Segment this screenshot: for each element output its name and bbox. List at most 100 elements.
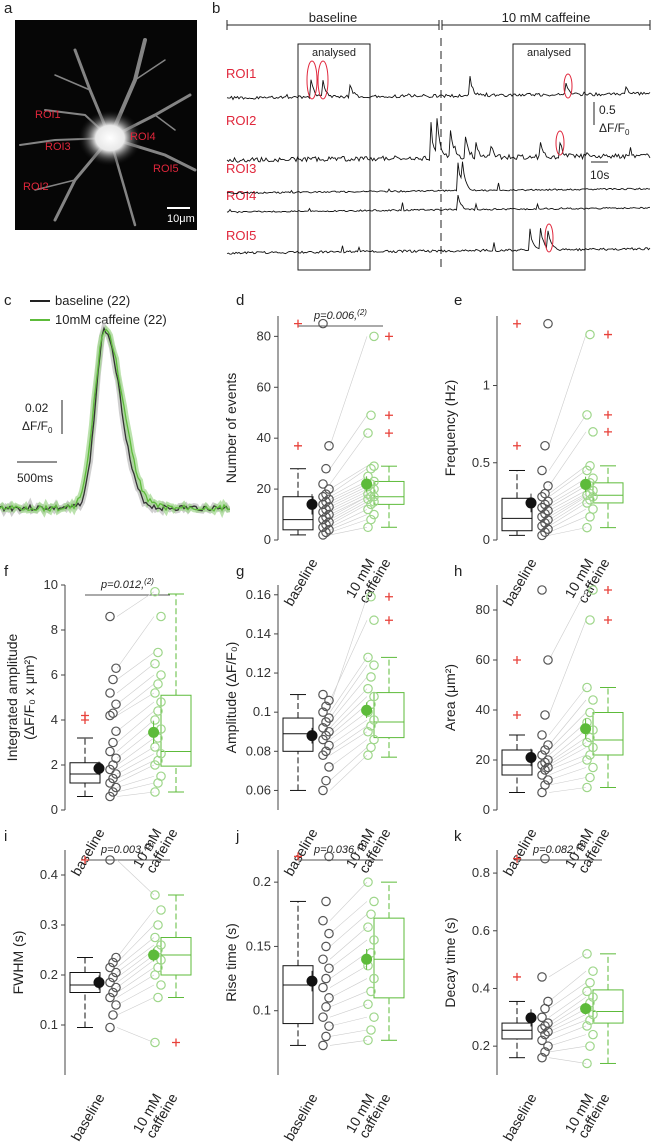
caffeine-data-point — [585, 615, 595, 625]
baseline-data-point — [543, 996, 553, 1007]
caffeine-data-point — [366, 463, 376, 474]
pairing-line — [116, 737, 155, 766]
pairing-line — [329, 657, 368, 713]
baseline-mean-marker — [93, 977, 105, 988]
caffeine-box — [373, 917, 405, 999]
pairing-line — [116, 944, 155, 973]
pairing-line — [548, 1014, 587, 1033]
baseline-data-point — [318, 982, 328, 993]
baseline-mean-marker — [525, 497, 537, 509]
baseline-data-point — [537, 585, 547, 595]
pairing-line — [116, 663, 155, 694]
baseline-data-point — [537, 530, 547, 541]
pairing-line — [329, 519, 368, 533]
baseline-data-point — [540, 780, 550, 790]
baseline-data-point — [321, 504, 331, 515]
baseline-data-point — [105, 962, 115, 973]
pairing-line — [548, 496, 587, 521]
pairing-line — [548, 787, 587, 793]
pairing-line — [329, 486, 368, 505]
baseline-data-point — [111, 967, 121, 978]
event-marker — [555, 130, 565, 156]
baseline-data-point — [321, 527, 331, 538]
y-tick-label: 0.08 — [246, 743, 271, 758]
baseline-data-point — [537, 730, 547, 740]
pairing-line — [329, 1039, 368, 1046]
caffeine-data-point — [363, 877, 373, 887]
caffeine-data-point — [150, 787, 160, 797]
pairing-line — [116, 959, 155, 988]
y-tick-label: 0 — [483, 802, 490, 817]
y-tick-label: 0.3 — [40, 917, 58, 932]
baseline-data-point — [108, 708, 118, 719]
caffeine-outlier-marker — [385, 332, 393, 341]
y-tick-label: 0.14 — [246, 626, 271, 641]
caffeine-data-point — [588, 491, 598, 502]
x-tick-label: baseline — [500, 555, 540, 608]
pairing-line — [548, 687, 587, 736]
caffeine-data-point — [366, 591, 376, 602]
caffeine-data-point — [369, 734, 379, 745]
baseline-data-point — [318, 954, 328, 965]
caffeine-outlier-marker — [385, 592, 393, 601]
baseline-data-point — [111, 952, 121, 963]
caffeine-data-point — [588, 1029, 598, 1040]
pairing-line — [329, 1004, 368, 1018]
caffeine-data-point — [156, 748, 166, 759]
pairing-line — [548, 431, 587, 487]
y-tick-label: 0.1 — [253, 1003, 271, 1018]
pairing-line — [548, 527, 587, 536]
caffeine-data-point — [582, 498, 592, 508]
pairing-line — [329, 465, 368, 490]
legend-caffeine-label: 10mM caffeine (22) — [55, 312, 167, 327]
caffeine-data-point — [366, 672, 376, 682]
pairing-line — [329, 688, 368, 729]
baseline-data-point — [105, 746, 115, 757]
pairing-line — [329, 965, 368, 988]
y-tick-label: 4 — [51, 712, 58, 727]
pairing-line — [116, 591, 155, 617]
caffeine-box — [160, 937, 192, 976]
caffeine-data-point — [153, 706, 163, 716]
baseline-data-point — [543, 740, 553, 750]
baseline-data-point — [321, 701, 331, 712]
pairing-line — [329, 496, 368, 518]
pairing-line — [116, 782, 155, 793]
caffeine-data-point — [156, 940, 166, 950]
caffeine-data-point — [588, 585, 598, 595]
y-tick-label: 20 — [476, 752, 490, 767]
avg-time-label: 500ms — [17, 471, 53, 485]
y-tick-label: 0.16 — [246, 587, 271, 602]
panel-letter-j: j — [236, 828, 240, 845]
baseline-data-point — [543, 762, 553, 773]
roi-label-a: ROI2 — [23, 181, 49, 193]
pairing-line — [116, 652, 155, 680]
trace-roi-2 — [226, 118, 651, 163]
caffeine-data-point — [582, 949, 592, 959]
y-tick-label: 0.2 — [253, 874, 271, 889]
y-tick-label: 1 — [483, 378, 490, 393]
baseline-data-point — [537, 512, 547, 522]
pairing-line — [548, 482, 587, 505]
baseline-data-point — [108, 737, 118, 748]
pairing-line — [548, 1008, 587, 1030]
baseline-data-point — [540, 765, 550, 775]
baseline-data-point — [105, 992, 115, 1003]
pairing-line — [548, 494, 587, 518]
pairing-line — [329, 696, 368, 732]
pairing-line — [548, 970, 587, 1002]
baseline-data-point — [321, 519, 331, 530]
baseline-data-point — [537, 760, 547, 770]
baseline-data-point — [324, 525, 334, 535]
caffeine-mean-marker — [361, 478, 373, 490]
caffeine-data-point — [153, 647, 163, 658]
baseline-data-point — [105, 710, 115, 721]
caffeine-data-point — [585, 977, 595, 988]
baseline-data-point — [540, 853, 550, 864]
caffeine-data-point — [366, 410, 376, 421]
panel-letter-d: d — [236, 292, 245, 309]
y-tick-label: 0.8 — [472, 865, 490, 880]
baseline-data-point — [105, 611, 115, 622]
y-tick-label: 80 — [257, 328, 271, 343]
